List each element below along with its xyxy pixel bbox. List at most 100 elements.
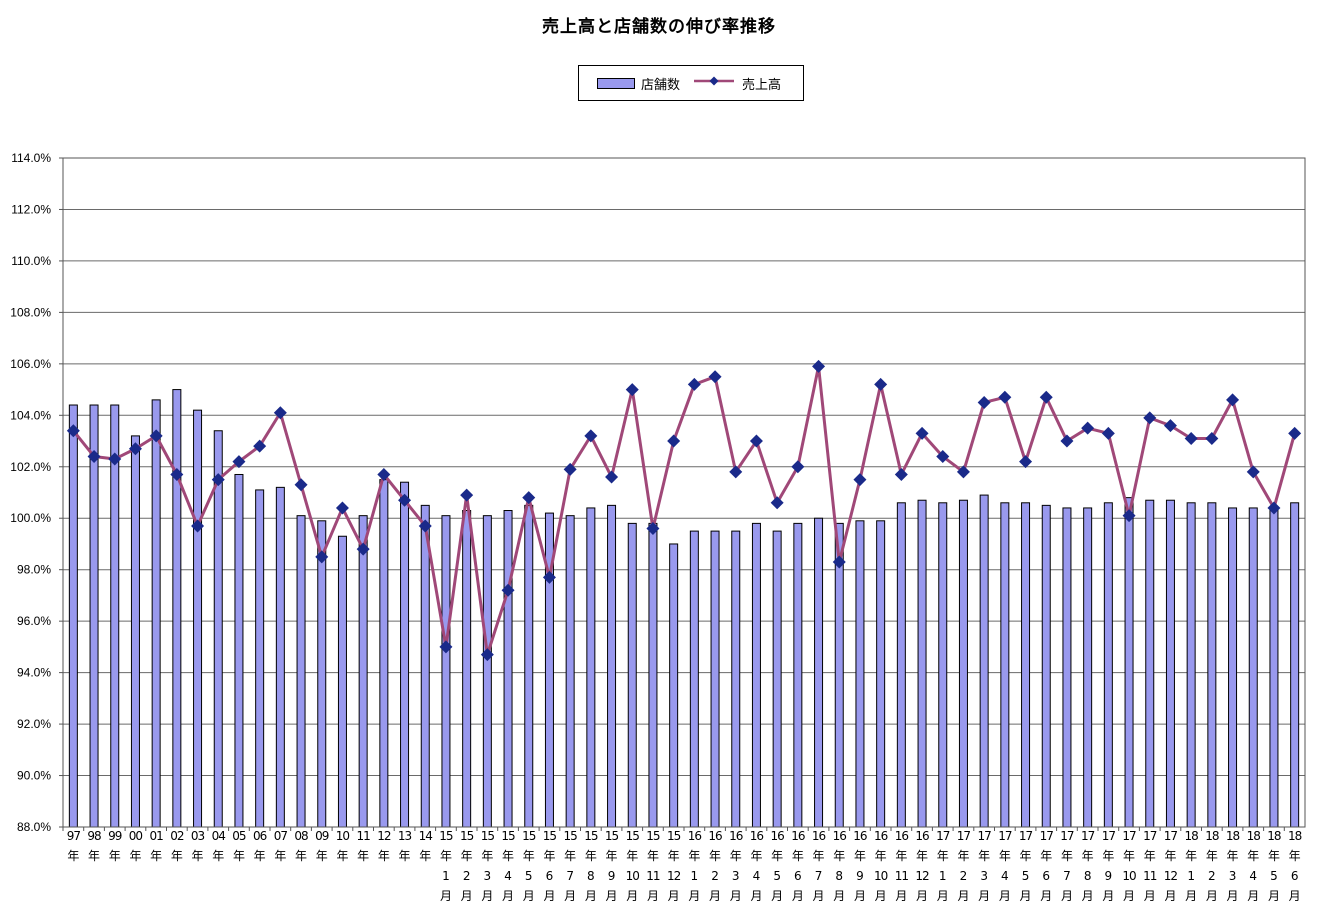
x-tick-label: 月 [916, 889, 928, 903]
x-tick-label: 05 [232, 829, 246, 843]
x-tick-label: 年 [212, 849, 224, 863]
bar-stores [1000, 502, 1010, 828]
x-tick-label: 3 [1229, 869, 1237, 883]
x-tick-label: 年 [88, 849, 100, 863]
x-tick-label: 5 [773, 869, 781, 883]
x-tick-label: 7 [566, 869, 574, 883]
x-tick-label: 17 [978, 829, 992, 843]
x-tick-label: 9 [856, 869, 864, 883]
bar-stores [607, 504, 617, 828]
x-tick-label: 16 [771, 829, 785, 843]
x-tick-label: 9 [1105, 869, 1113, 883]
y-tick-label: 90.0% [17, 769, 51, 783]
x-tick-label: 年 [481, 849, 493, 863]
bar-stores [1228, 507, 1238, 828]
x-tick-label: 年 [1020, 849, 1032, 863]
bar-stores [917, 499, 927, 828]
x-tick-label: 16 [812, 829, 826, 843]
x-tick-label: 月 [1082, 889, 1094, 903]
sales-point [853, 473, 867, 487]
x-tick-label: 年 [978, 849, 990, 863]
sales-point [770, 496, 784, 510]
x-tick-label: 月 [957, 889, 969, 903]
x-tick-label: 月 [481, 889, 493, 903]
x-tick-label: 年 [895, 849, 907, 863]
bar-stores [565, 515, 575, 828]
x-tick-label: 月 [875, 889, 887, 903]
x-tick-label: 16 [895, 829, 909, 843]
bar-stores [317, 520, 327, 828]
x-tick-label: 7 [815, 869, 823, 883]
x-tick-label: 月 [833, 889, 845, 903]
bar-stores [1124, 497, 1134, 828]
x-tick-label: 5 [1022, 869, 1030, 883]
x-tick-label: 月 [647, 889, 659, 903]
x-tick-label: 月 [1268, 889, 1280, 903]
x-tick-label: 6 [794, 869, 802, 883]
sales-point [253, 439, 267, 453]
x-tick-label: 年 [419, 849, 431, 863]
x-tick-label: 99 [108, 829, 122, 843]
x-tick-label: 16 [833, 829, 847, 843]
x-tick-label: 12 [667, 869, 681, 883]
x-tick-label: 月 [750, 889, 762, 903]
x-tick-label: 月 [978, 889, 990, 903]
x-tick-label: 月 [937, 889, 949, 903]
bar-stores [1207, 502, 1217, 828]
x-tick-label: 15 [439, 829, 453, 843]
y-tick-label: 108.0% [10, 305, 51, 319]
bar-stores [979, 494, 989, 828]
x-tick-label: 月 [1061, 889, 1073, 903]
x-tick-label: 15 [501, 829, 515, 843]
sales-point [418, 519, 432, 533]
x-tick-label: 17 [957, 829, 971, 843]
x-tick-label: 年 [626, 849, 638, 863]
x-tick-label: 15 [584, 829, 598, 843]
x-tick-label: 年 [316, 849, 328, 863]
sales-point [315, 550, 329, 564]
sales-point [1122, 509, 1136, 523]
x-tick-label: 年 [150, 849, 162, 863]
x-tick-label: 年 [1268, 849, 1280, 863]
x-tick-label: 16 [915, 829, 929, 843]
bar-stores [89, 404, 99, 828]
x-tick-label: 18 [1205, 829, 1219, 843]
bar-stores [151, 399, 161, 828]
x-tick-label: 年 [1082, 849, 1094, 863]
x-tick-label: 16 [688, 829, 702, 843]
sales-point [1288, 426, 1302, 440]
x-tick-label: 97 [67, 829, 81, 843]
bar-stores [648, 522, 658, 828]
x-tick-label: 17 [936, 829, 950, 843]
x-tick-label: 年 [585, 849, 597, 863]
x-tick-label: 17 [1040, 829, 1054, 843]
x-tick-label: 9 [608, 869, 616, 883]
bar-stores [110, 404, 120, 828]
x-tick-label: 月 [523, 889, 535, 903]
bar-stores [400, 481, 410, 828]
y-tick-label: 92.0% [17, 717, 51, 731]
sales-point [273, 406, 287, 420]
sales-point [66, 424, 80, 438]
y-tick-label: 106.0% [10, 357, 51, 371]
x-tick-label: 15 [564, 829, 578, 843]
bar-stores [814, 517, 824, 828]
sales-point [211, 473, 225, 487]
x-tick-label: 年 [750, 849, 762, 863]
x-tick-label: 03 [191, 829, 205, 843]
x-tick-label: 02 [170, 829, 184, 843]
y-tick-label: 96.0% [17, 614, 51, 628]
bar-stores [627, 522, 637, 828]
y-tick-label: 112.0% [11, 202, 51, 216]
x-tick-label: 年 [916, 849, 928, 863]
sales-point [956, 465, 970, 479]
x-tick-label: 6 [1042, 869, 1050, 883]
x-tick-label: 年 [709, 849, 721, 863]
x-tick-label: 月 [730, 889, 742, 903]
x-tick-label: 月 [771, 889, 783, 903]
sales-point [1101, 426, 1115, 440]
bar-stores [731, 530, 741, 828]
x-tick-label: 15 [605, 829, 619, 843]
bar-stores [503, 510, 513, 828]
bar-stores [213, 430, 223, 828]
